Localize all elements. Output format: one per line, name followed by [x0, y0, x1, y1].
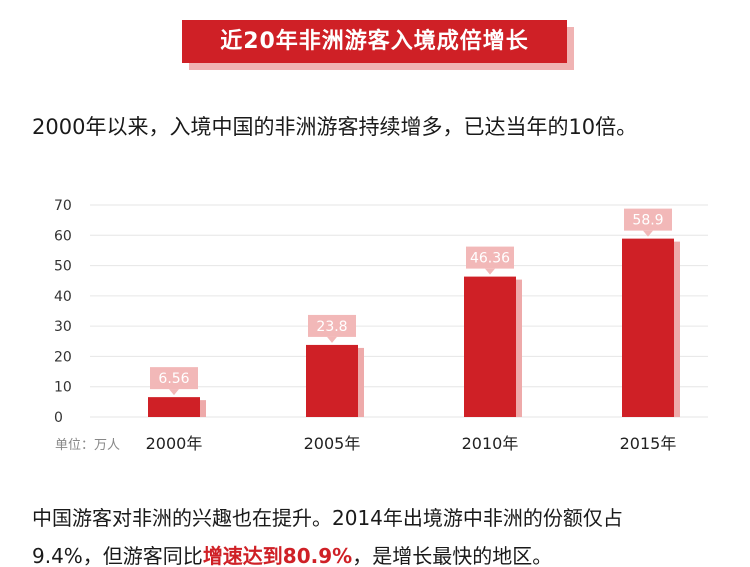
bar [306, 344, 358, 417]
y-axis: 0 10 20 30 40 50 60 70 [54, 198, 72, 426]
bar [622, 238, 674, 417]
footer-line-2-post: ，是增长最快的地区。 [352, 544, 553, 567]
value-label: 23.8 [316, 319, 347, 335]
y-tick-label: 10 [54, 380, 72, 396]
y-tick-label: 50 [54, 259, 72, 275]
value-label-bg [624, 208, 672, 231]
x-tick-label: 2015年 [620, 434, 677, 453]
footer-line-1: 中国游客对非洲的兴趣也在提升。2014年出境游中非洲的份额仅占 [32, 506, 623, 530]
bar [464, 276, 516, 417]
intro-text: 2000年以来，入境中国的非洲游客持续增多，已达当年的10倍。 [32, 115, 638, 139]
value-label-bg [466, 246, 514, 269]
y-tick-label: 0 [54, 410, 63, 426]
value-label-pointer [643, 230, 653, 237]
chart-bars: 6.56 23.8 46.36 58.9 [148, 208, 680, 417]
footer-highlight: 增速达到80.9% [202, 544, 353, 567]
value-label-bg [150, 367, 198, 390]
chart-title: 近20年非洲游客入境成倍增长 [182, 20, 567, 63]
value-label-pointer [169, 389, 179, 396]
value-label: 6.56 [158, 371, 189, 387]
x-tick-label: 2000年 [146, 434, 203, 453]
y-tick-label: 40 [54, 289, 72, 305]
footer-line-2-pre: 9.4%，但游客同比 [32, 544, 203, 567]
x-tick-label: 2010年 [462, 434, 519, 453]
unit-label: 单位：万人 [55, 438, 120, 453]
x-axis: 2000年 2005年 2010年 2015年 [146, 434, 677, 453]
value-label-bg [308, 314, 356, 337]
bar [148, 397, 200, 417]
y-tick-label: 30 [54, 319, 72, 335]
y-tick-label: 70 [54, 198, 72, 214]
title-banner: 近20年非洲游客入境成倍增长 [182, 20, 574, 70]
value-label-pointer [485, 268, 495, 275]
value-label: 46.36 [470, 251, 510, 267]
value-label: 58.9 [632, 213, 663, 229]
y-tick-label: 20 [54, 349, 72, 365]
value-label-pointer [327, 336, 337, 343]
x-tick-label: 2005年 [304, 434, 361, 453]
y-tick-label: 60 [54, 228, 72, 244]
footer-line-2: 9.4%，但游客同比增速达到80.9%，是增长最快的地区。 [32, 540, 552, 567]
